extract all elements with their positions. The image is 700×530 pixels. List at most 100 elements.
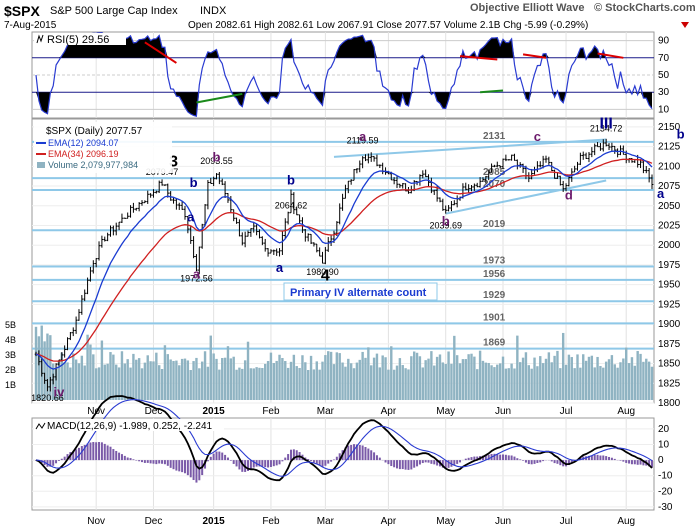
macd-histogram-bar — [261, 460, 264, 467]
macd-histogram-bar — [596, 454, 599, 461]
volume-bar — [246, 341, 250, 400]
macd-histogram-bar — [608, 456, 611, 461]
macd-histogram-bar — [292, 449, 295, 461]
macd-histogram-bar — [63, 456, 66, 461]
month-label-bottom: Nov — [87, 516, 105, 527]
macd-tick-label: -10 — [658, 471, 673, 482]
level-label: 1956 — [483, 269, 506, 280]
volume-bar — [430, 351, 433, 400]
rsi-tick-label: 30 — [658, 87, 670, 98]
volume-bar — [249, 368, 253, 400]
volume-bar — [318, 369, 321, 400]
macd-histogram-bar — [418, 460, 421, 465]
volume-bar — [295, 366, 298, 400]
macd-histogram-bar — [264, 460, 267, 468]
price-legend-bg — [34, 122, 172, 173]
month-label-top: Mar — [317, 406, 335, 417]
macd-histogram-bar — [522, 460, 525, 461]
volume-bar — [444, 363, 447, 400]
macd-histogram-bar — [92, 442, 95, 461]
macd-tick-label: 0 — [658, 455, 664, 466]
macd-histogram-bar — [335, 456, 338, 461]
volume-bar — [358, 359, 361, 400]
macd-histogram-bar — [587, 455, 590, 461]
volume-bar — [450, 363, 453, 400]
volume-bar — [192, 361, 195, 400]
macd-series — [35, 395, 653, 483]
macd-histogram-bar — [651, 460, 653, 468]
macd-histogram-bar — [338, 453, 341, 461]
volume-bar — [327, 351, 330, 400]
volume-bar — [516, 335, 519, 400]
chart-date: 7-Aug-2015 — [4, 20, 57, 31]
macd-histogram-bar — [467, 457, 470, 461]
macd-legend: MACD(12,26,9) -1.989, 0.252, -2.241 — [47, 421, 213, 432]
volume-bar — [115, 364, 118, 400]
volume-bar — [596, 356, 599, 400]
macd-histogram-bar — [507, 455, 510, 461]
volume-bar — [180, 358, 184, 400]
month-label-top: 2015 — [203, 406, 226, 417]
volume-bar — [622, 358, 625, 400]
macd-histogram-bar — [75, 449, 78, 461]
macd-histogram-bar — [112, 449, 115, 461]
volume-bar — [639, 353, 642, 400]
macd-histogram-bar — [269, 460, 272, 467]
price-tick-label: 1950 — [658, 280, 681, 291]
wave-label: b — [677, 127, 685, 142]
macd-histogram-bar — [355, 444, 358, 461]
macd-histogram-bar — [441, 460, 444, 468]
ema12-line — [35, 150, 653, 370]
wave-label: b — [190, 175, 198, 190]
macd-histogram-bar — [195, 460, 198, 483]
price-level-label: 2093.55 — [200, 156, 233, 166]
volume-bar — [272, 363, 276, 400]
macd-histogram-bar — [407, 460, 410, 470]
volume-bar — [550, 362, 553, 400]
macd-histogram-bar — [350, 445, 353, 461]
volume-bar — [178, 365, 181, 400]
volume-bar — [57, 361, 61, 400]
volume-bar — [123, 363, 127, 400]
macd-histogram-bar — [393, 460, 396, 468]
volume-bar — [195, 357, 198, 400]
volume-bar — [576, 354, 579, 400]
macd-histogram-bar — [77, 447, 80, 461]
volume-bar — [72, 353, 75, 400]
volume-bar — [304, 362, 307, 400]
volume-bar — [613, 364, 616, 400]
macd-histogram-bar — [642, 460, 645, 466]
month-label-bottom: 2015 — [203, 516, 226, 527]
macd-histogram-bar — [324, 460, 327, 466]
volume-bar — [135, 359, 138, 400]
macd-histogram-bar — [602, 455, 605, 461]
volume-bar — [427, 358, 430, 400]
volume-bar — [243, 360, 247, 400]
chart-name: S&P 500 Large Cap Index — [50, 5, 178, 17]
volume-bar — [642, 361, 645, 400]
macd-histogram-bar — [378, 457, 381, 461]
macd-tick-label: 10 — [658, 440, 670, 451]
volume-bar — [269, 352, 273, 400]
macd-histogram-bar — [149, 460, 152, 464]
level-label: 2131 — [483, 131, 506, 142]
volume-bar — [527, 365, 530, 400]
volume-bar — [407, 369, 410, 400]
volume-bar — [570, 357, 573, 400]
volume-bar — [94, 368, 98, 400]
volume-bar — [352, 368, 356, 400]
macd-histogram-bar — [427, 460, 430, 463]
price-tick-label: 1825 — [658, 378, 681, 389]
price-tick-label: 2025 — [658, 221, 681, 232]
price-legend-symbol: $SPX (Daily) 2077.57 — [46, 126, 143, 137]
volume-bar — [392, 369, 396, 400]
price-legend-ema34: EMA(34) 2096.19 — [48, 149, 119, 159]
wave-label: c — [534, 129, 541, 144]
macd-histogram-bar — [169, 460, 172, 468]
rsi-support-line — [196, 92, 243, 104]
volume-bar — [221, 357, 224, 400]
wave-label: 4 — [321, 268, 330, 285]
month-label-top: May — [436, 406, 455, 417]
volume-bar — [321, 361, 324, 400]
annotation-text: Primary IV alternate count — [290, 287, 427, 299]
